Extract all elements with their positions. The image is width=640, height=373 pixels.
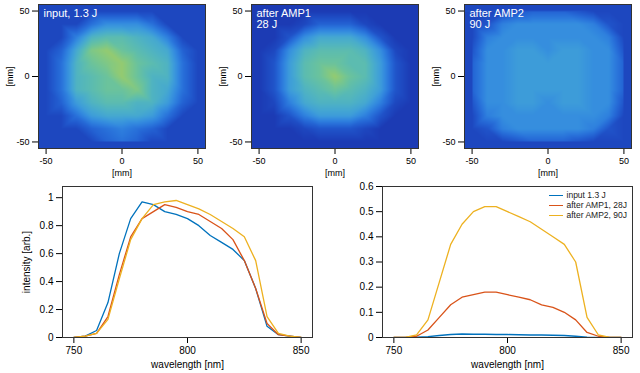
svg-text:0.8: 0.8 <box>40 220 54 231</box>
svg-text:0.2: 0.2 <box>360 281 374 292</box>
svg-text:0.6: 0.6 <box>40 248 54 259</box>
svg-text:0: 0 <box>24 71 29 81</box>
svg-text:0.1: 0.1 <box>360 307 374 318</box>
svg-text:750: 750 <box>386 345 403 356</box>
svg-text:50: 50 <box>406 156 416 166</box>
svg-text:0.4: 0.4 <box>360 231 374 242</box>
svg-text:800: 800 <box>179 345 196 356</box>
svg-text:850: 850 <box>613 345 630 356</box>
html-text:after AMP2, 90J: after AMP2, 90J <box>566 210 627 220</box>
svg-text:0: 0 <box>450 71 455 81</box>
svg-text:750: 750 <box>66 345 83 356</box>
svg-text:850: 850 <box>293 345 310 356</box>
svg-text:800: 800 <box>499 345 516 356</box>
svg-text:0: 0 <box>368 332 374 343</box>
svg-text:0: 0 <box>237 71 242 81</box>
svg-text:after AMP290 J: after AMP290 J <box>470 7 524 30</box>
svg-text:0: 0 <box>119 156 124 166</box>
html-text:after AMP1, 28J: after AMP1, 28J <box>566 200 627 210</box>
svg-text:[mm]: [mm] <box>538 168 558 178</box>
svg-text:[mm]: [mm] <box>112 168 132 178</box>
svg-text:0.4: 0.4 <box>40 276 54 287</box>
svg-text:[mm]: [mm] <box>431 67 441 87</box>
svg-text:0.3: 0.3 <box>360 256 374 267</box>
svg-text:50: 50 <box>232 6 242 16</box>
svg-text:[mm]: [mm] <box>218 67 228 87</box>
svg-text:0.6: 0.6 <box>360 181 374 192</box>
svg-text:1: 1 <box>48 192 54 203</box>
svg-text:50: 50 <box>193 156 203 166</box>
svg-text:50: 50 <box>445 6 455 16</box>
svg-text:-50: -50 <box>466 156 479 166</box>
svg-text:intensity [arb.]: intensity [arb.] <box>21 231 32 293</box>
svg-text:-50: -50 <box>40 156 53 166</box>
html-text:input 1.3 J: input 1.3 J <box>566 190 606 200</box>
svg-text:0.2: 0.2 <box>40 304 54 315</box>
svg-text:50: 50 <box>619 156 629 166</box>
svg-text:0.5: 0.5 <box>360 206 374 217</box>
svg-text:-50: -50 <box>253 156 266 166</box>
svg-text:wavelength [nm]: wavelength [nm] <box>470 359 544 370</box>
svg-text:50: 50 <box>19 6 29 16</box>
svg-text:0: 0 <box>545 156 550 166</box>
svg-text:input, 1.3 J: input, 1.3 J <box>44 7 98 19</box>
svg-text:-50: -50 <box>442 137 455 147</box>
svg-text:wavelength [nm]: wavelength [nm] <box>150 359 224 370</box>
svg-text:0: 0 <box>332 156 337 166</box>
svg-text:[mm]: [mm] <box>325 168 345 178</box>
svg-text:0: 0 <box>48 332 54 343</box>
svg-text:-50: -50 <box>229 137 242 147</box>
svg-text:-50: -50 <box>16 137 29 147</box>
svg-text:[mm]: [mm] <box>5 67 15 87</box>
svg-text:after AMP128 J: after AMP128 J <box>257 7 311 30</box>
